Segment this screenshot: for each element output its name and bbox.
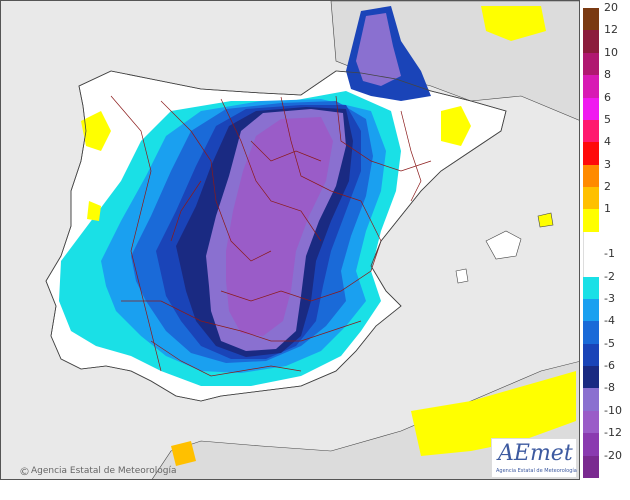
legend-label: 2 [604,180,611,194]
logo-subtitle: Agencia Estatal de Meteorología [496,468,577,474]
legend-item: 1 [583,202,627,233]
anomaly-map: © Agencia Estatal de Meteorología AEmet … [0,0,580,480]
map-credit: Agencia Estatal de Meteorología [31,466,177,476]
legend-swatch [583,209,599,232]
legend-label: -2 [604,269,615,283]
legend-swatch [583,254,600,277]
legend-item: -1 [583,247,627,278]
legend-label: -6 [604,359,615,373]
zone-plus-1-catalonia [441,106,471,146]
legend-item: 5 [583,113,627,144]
legend-item: -6 [583,359,627,390]
legend-swatch [583,366,599,389]
legend-label: -1 [604,247,615,261]
iberia-coastline [45,70,507,402]
legend-swatch [583,30,599,53]
legend-item [583,231,627,256]
legend-label: 20 [604,1,618,14]
legend-label: -5 [604,336,615,350]
legend-item: 3 [583,158,627,189]
legend-item: -5 [583,337,627,368]
legend-label: 5 [604,112,611,126]
legend-swatch [583,8,599,31]
legend-item: 12 [583,23,627,54]
legend-label: 8 [604,68,611,82]
copyright-icon: © [19,465,30,478]
legend-label: 3 [604,157,611,171]
legend-label: 10 [604,45,618,59]
legend-item: 2 [583,180,627,211]
legend-swatch [583,433,599,456]
zone-plus-1-france [481,6,546,41]
legend-item: -4 [583,314,627,345]
legend-item: -3 [583,292,627,323]
legend-swatch [583,455,599,478]
legend-swatch [583,410,599,434]
legend-swatch [583,119,599,143]
legend-item: 4 [583,135,627,166]
legend-swatch [583,187,599,210]
legend-swatch [583,97,599,120]
legend-swatch [583,298,599,322]
legend-item: 6 [583,91,627,122]
legend-label: -12 [604,426,622,440]
legend-label: 12 [604,23,618,37]
map-canvas [1,1,579,479]
legend-swatch [583,164,599,188]
legend-swatch [583,231,600,255]
aemet-logo: AEmet Agencia Estatal de Meteorología [491,438,577,478]
legend-swatch [583,276,599,299]
legend-item: -2 [583,270,627,301]
zone-plus-1-galicia [81,111,111,151]
legend-item: -8 [583,381,627,412]
legend-label: -20 [604,448,622,462]
mallorca-island [485,230,522,260]
legend-label: 6 [604,90,611,104]
legend-label: 1 [604,202,611,216]
zone-plus-1-portugal [87,201,101,221]
province-borders [110,95,432,377]
legend-label: -3 [604,291,615,305]
ibiza-island [455,268,469,284]
color-legend: 20 12 10 8 6 5 4 3 2 1 -1 -2 -3 -4 -5 -6 -8 -10 -12 -20 [583,1,627,480]
zone-plus-1-africa [411,371,576,456]
legend-swatch [583,52,599,76]
legend-label: 4 [604,135,611,149]
legend-swatch [583,388,599,411]
legend-item: -20 [583,449,627,480]
logo-wordmark: AEmet [498,441,573,466]
legend-item: 8 [583,68,627,99]
legend-swatch [583,142,599,165]
menorca-island [537,212,554,228]
legend-swatch [583,343,599,367]
legend-item: -10 [583,404,627,435]
zone-plus-2-africa [171,441,196,466]
legend-swatch [583,321,599,344]
legend-item: 20 [583,1,627,32]
zone-pyrenees-core [356,13,401,86]
legend-item: 10 [583,46,627,77]
legend-item: -12 [583,426,627,457]
legend-label: -10 [604,403,622,417]
legend-label: -4 [604,314,615,328]
legend-label: -8 [604,381,615,395]
legend-swatch [583,75,599,98]
